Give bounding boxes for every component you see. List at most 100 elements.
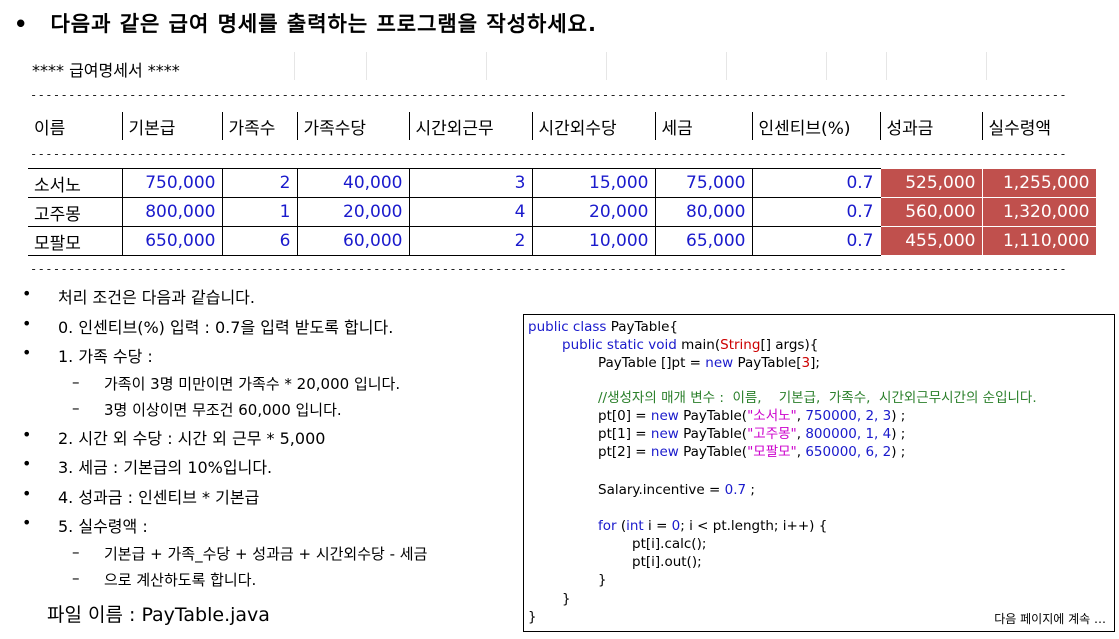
sub-bullet: – <box>72 398 80 417</box>
bullet: • <box>22 284 32 303</box>
payroll-table: 소서노 750,000 2 40,000 3 15,000 75,000 0.7… <box>28 168 1097 256</box>
cell-family-allowance: 40,000 <box>296 168 409 198</box>
bullet: • <box>22 483 32 503</box>
empty-cell <box>726 52 827 80</box>
column-header-row: 이름 기본급 가족수 가족수당 시간외근무 시간외수당 세금 인센티브(%) 성… <box>28 112 1096 140</box>
empty-cell <box>606 52 727 80</box>
cell-net-pay: 1,110,000 <box>981 226 1097 256</box>
cell-incentive: 0.7 <box>751 168 880 198</box>
condition-text: 3. 세금 : 기본급의 10%입니다. <box>58 458 273 477</box>
code-line: pt[i].out(); <box>632 554 702 570</box>
code-line: pt[0] = new PayTable("소서노", 750000, 2, 3… <box>598 408 906 424</box>
code-line: pt[1] = new PayTable("고주몽", 800000, 1, 4… <box>598 426 906 442</box>
code-line: public static void main(String[] args){ <box>562 337 819 353</box>
cell-family-allowance: 60,000 <box>296 226 409 256</box>
bullet: • <box>22 454 32 473</box>
sheet-heading: **** 급여명세서 **** <box>32 61 180 80</box>
cell-overtime-hours: 3 <box>408 168 532 198</box>
empty-cell <box>366 52 487 80</box>
condition-text: 처리 조건은 다음과 같습니다. <box>58 288 255 307</box>
sub-condition-text: 3명 이상이면 무조건 60,000 입니다. <box>104 400 342 419</box>
cell-family-allowance: 20,000 <box>296 197 409 227</box>
cell-net-pay: 1,320,000 <box>981 197 1097 227</box>
empty-cell <box>826 52 887 80</box>
sub-bullet: – <box>72 542 80 561</box>
sheet-heading-row: **** 급여명세서 **** <box>28 52 1103 80</box>
cell-name: 모팔모 <box>28 226 122 256</box>
page-title: • 다음과 같은 급여 명세를 출력하는 프로그램을 작성하세요. <box>14 8 597 38</box>
column-header: 인센티브(%) <box>751 112 880 140</box>
dash-separator: ----------------------------------------… <box>30 88 1065 102</box>
cell-incentive: 0.7 <box>751 226 880 256</box>
cell-base-pay: 800,000 <box>121 197 222 227</box>
cell-overtime-pay: 10,000 <box>531 226 655 256</box>
dash-separator: ----------------------------------------… <box>30 147 1065 161</box>
column-header: 시간외수당 <box>531 112 655 140</box>
sub-condition-text: 으로 계산하도록 합니다. <box>104 570 257 589</box>
cell-bonus: 455,000 <box>879 226 983 256</box>
bullet: • <box>22 313 32 333</box>
column-header: 이름 <box>34 118 66 139</box>
cell-family-count: 2 <box>221 168 297 198</box>
cell-tax: 80,000 <box>654 197 752 227</box>
condition-text: 5. 실수령액 : <box>58 517 148 536</box>
column-header: 실수령액 <box>981 112 1096 140</box>
table-row: 고주몽 800,000 1 20,000 4 20,000 80,000 0.7… <box>28 197 1097 227</box>
cell-bonus: 525,000 <box>879 168 983 198</box>
code-line: pt[2] = new PayTable("모팔모", 650000, 6, 2… <box>598 444 906 460</box>
code-line: } <box>528 609 537 625</box>
cell-base-pay: 750,000 <box>121 168 222 198</box>
cell-family-count: 1 <box>221 197 297 227</box>
code-line: } <box>598 572 607 588</box>
empty-cell <box>294 52 367 80</box>
column-header: 기본급 <box>121 112 222 140</box>
cell-overtime-hours: 4 <box>408 197 532 227</box>
cell-net-pay: 1,255,000 <box>981 168 1097 198</box>
column-header: 시간외근무 <box>408 112 532 140</box>
dash-separator: ----------------------------------------… <box>30 262 1065 276</box>
table-row: 모팔모 650,000 6 60,000 2 10,000 65,000 0.7… <box>28 226 1097 256</box>
cell-incentive: 0.7 <box>751 197 880 227</box>
cell-name: 고주몽 <box>28 197 122 227</box>
condition-text: 1. 가족 수당 : <box>58 347 153 366</box>
title-text: 다음과 같은 급여 명세를 출력하는 프로그램을 작성하세요. <box>50 12 597 36</box>
cell-family-count: 6 <box>221 226 297 256</box>
sub-bullet: – <box>72 372 80 391</box>
column-header: 성과금 <box>879 112 982 140</box>
empty-cell <box>486 52 607 80</box>
sub-bullet: – <box>72 568 80 587</box>
cell-tax: 75,000 <box>654 168 752 198</box>
column-header-table: 이름 기본급 가족수 가족수당 시간외근무 시간외수당 세금 인센티브(%) 성… <box>28 112 1096 140</box>
code-line: PayTable []pt = new PayTable[3]; <box>598 355 820 371</box>
bullet: • <box>22 424 32 444</box>
code-box: public class PayTable{ public static voi… <box>523 314 1115 632</box>
table-row: 소서노 750,000 2 40,000 3 15,000 75,000 0.7… <box>28 168 1097 198</box>
continued-note: 다음 페이지에 계속 … <box>994 611 1106 626</box>
column-header: 세금 <box>654 112 752 140</box>
cell-overtime-pay: 15,000 <box>531 168 655 198</box>
cell-overtime-hours: 2 <box>408 226 532 256</box>
bullet: • <box>22 343 32 362</box>
cell-overtime-pay: 20,000 <box>531 197 655 227</box>
code-comment: //생성자의 매개 변수 : 이름, 기본급, 가족수, 시간외근무시간의 순입… <box>598 390 1037 406</box>
file-name-label: 파일 이름 : PayTable.java <box>47 604 270 626</box>
code-line: for (int i = 0; i < pt.length; i++) { <box>598 518 828 534</box>
code-line: Salary.incentive = 0.7 ; <box>598 482 755 498</box>
empty-cell <box>886 52 987 80</box>
code-line: pt[i].calc(); <box>632 536 707 552</box>
code-line: } <box>562 591 571 607</box>
sub-condition-text: 가족이 3명 미만이면 가족수 * 20,000 입니다. <box>104 374 401 393</box>
cell-base-pay: 650,000 <box>121 226 222 256</box>
bullet: • <box>22 513 32 532</box>
condition-text: 0. 인센티브(%) 입력 : 0.7을 입력 받도록 합니다. <box>58 317 394 337</box>
condition-text: 2. 시간 외 수당 : 시간 외 근무 * 5,000 <box>58 428 326 448</box>
code-line: public class PayTable{ <box>528 319 679 335</box>
title-bullet: • <box>14 12 29 36</box>
empty-cell <box>218 52 295 80</box>
cell-bonus: 560,000 <box>879 197 983 227</box>
column-header: 가족수당 <box>296 112 409 140</box>
cell-name: 소서노 <box>28 168 122 198</box>
condition-text: 4. 성과금 : 인센티브 * 기본급 <box>58 487 260 507</box>
cell-tax: 65,000 <box>654 226 752 256</box>
sub-condition-text: 기본급 + 가족_수당 + 성과금 + 시간외수당 - 세금 <box>104 544 428 563</box>
